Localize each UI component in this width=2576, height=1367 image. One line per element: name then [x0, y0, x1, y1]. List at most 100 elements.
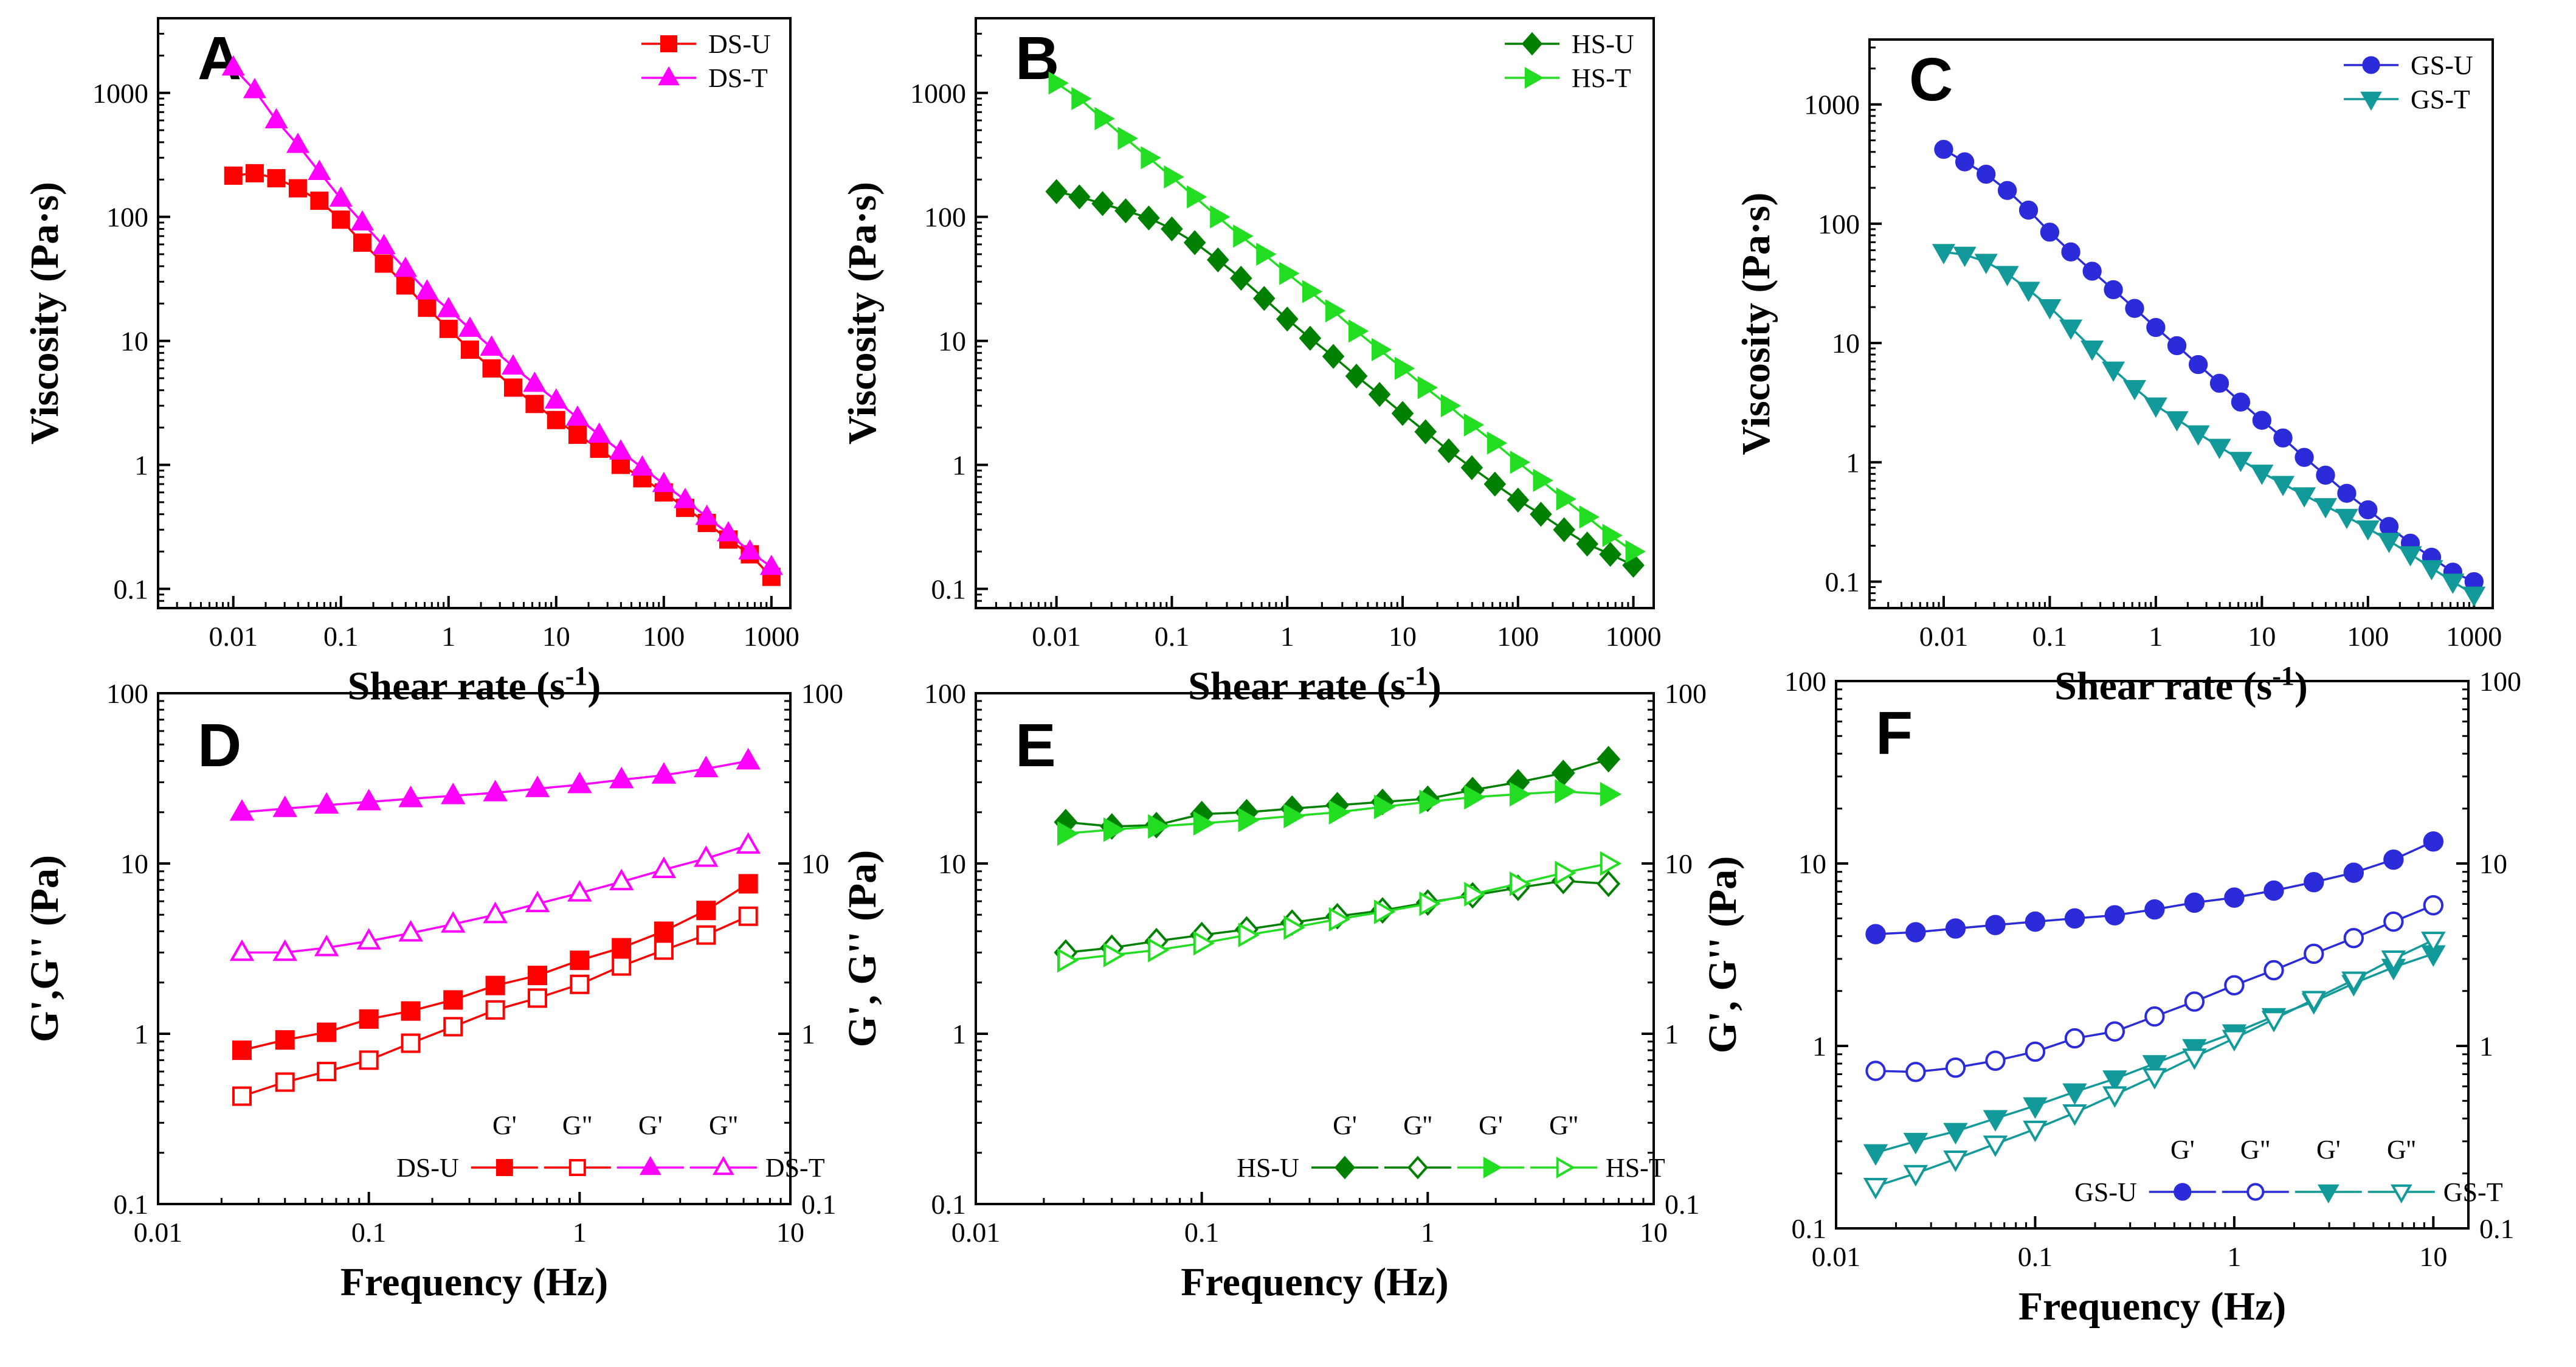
- data-point: [1863, 1177, 1888, 1200]
- x-tick-label: 1: [2227, 1241, 2241, 1272]
- data-point: [2059, 319, 2083, 340]
- data-point: [1905, 922, 1926, 943]
- data-point: [1103, 943, 1125, 967]
- data-point: [229, 799, 255, 821]
- data-point: [310, 192, 329, 210]
- data-point: [1597, 870, 1621, 898]
- data-point: [314, 792, 339, 814]
- y2-tick-label: 1: [2479, 1031, 2493, 1062]
- data-point: [267, 169, 286, 188]
- data-point: [1985, 1050, 2006, 1071]
- y2-tick-label: 1: [1665, 1019, 1679, 1050]
- y-tick-label: 100: [106, 678, 148, 709]
- data-point: [1279, 261, 1300, 285]
- data-point: [525, 395, 544, 414]
- data-point: [2231, 392, 2251, 412]
- plot-frame: [975, 17, 1655, 609]
- y2-tick-label: 1: [801, 1019, 815, 1050]
- x-tick-label: 10: [776, 1217, 804, 1248]
- x-tick-label: 0.01: [209, 621, 258, 652]
- y2-tick-label: 0.1: [801, 1189, 837, 1220]
- data-point: [2252, 410, 2271, 430]
- data-point: [2165, 411, 2189, 432]
- data-point: [2273, 428, 2293, 448]
- data-point: [609, 766, 634, 789]
- data-point: [501, 354, 525, 375]
- legend-entry: HS-U: [1505, 29, 1634, 59]
- data-point: [359, 1050, 379, 1070]
- data-point: [2337, 483, 2357, 503]
- data-point: [2263, 880, 2284, 901]
- data-point: [2316, 465, 2335, 485]
- series-hs-t: [1048, 71, 1646, 564]
- legend-entry: DS-T: [641, 63, 768, 93]
- y-tick-label: 1000: [92, 78, 148, 109]
- plot-frame: [1868, 38, 2494, 609]
- data-point: [2102, 1086, 2127, 1108]
- data-point: [1995, 266, 2019, 286]
- y-tick-label: 100: [1784, 666, 1826, 697]
- data-point: [2301, 991, 2327, 1012]
- data-point: [673, 488, 697, 508]
- data-point: [1553, 517, 1575, 542]
- data-point: [275, 1072, 295, 1092]
- legend-marker: [2246, 1183, 2265, 1201]
- x-axis-title: Shear rate (s-1): [348, 661, 601, 709]
- data-point: [1114, 198, 1137, 224]
- data-point: [1983, 1135, 2008, 1157]
- data-point: [2186, 425, 2210, 446]
- data-point: [2335, 508, 2358, 530]
- legend-modulus-label: G': [638, 1110, 663, 1140]
- legend-marker: [1483, 1157, 1502, 1178]
- data-point: [2146, 317, 2166, 337]
- y-tick-label: 100: [106, 202, 148, 233]
- data-point: [288, 179, 307, 198]
- data-point: [1602, 524, 1623, 547]
- data-point: [544, 388, 568, 409]
- legend-label: GS-T: [2411, 85, 2470, 114]
- legend-right-label: HS-T: [1606, 1153, 1665, 1183]
- legend-marker: [1556, 1157, 1575, 1178]
- data-point: [443, 990, 463, 1010]
- data-point: [1974, 254, 1998, 274]
- data-point: [1509, 781, 1531, 807]
- data-point: [1233, 224, 1254, 248]
- data-point: [2025, 911, 2046, 932]
- data-point: [1299, 325, 1322, 351]
- data-point: [2104, 280, 2123, 300]
- data-point: [2144, 1006, 2165, 1027]
- y-tick-label: 0.1: [1792, 1213, 1827, 1244]
- series-ds-u-g-: [232, 906, 758, 1106]
- data-point: [393, 257, 417, 277]
- data-point: [1600, 851, 1622, 876]
- data-point: [651, 762, 677, 784]
- data-point: [437, 297, 460, 317]
- legend-label: DS-U: [708, 29, 771, 59]
- data-point: [696, 925, 716, 945]
- data-point: [2343, 862, 2364, 883]
- data-point: [1230, 266, 1252, 291]
- y2-tick-label: 100: [1665, 678, 1707, 709]
- data-point: [356, 789, 381, 811]
- data-point: [1238, 922, 1260, 947]
- x-tick-label: 10: [1640, 1217, 1668, 1248]
- legend-modulus-label: G': [2316, 1135, 2341, 1165]
- data-point: [609, 439, 633, 460]
- y-tick-label: 0.1: [114, 1189, 149, 1220]
- data-point: [2040, 223, 2060, 242]
- data-point: [654, 921, 674, 941]
- data-point: [2144, 899, 2165, 920]
- y-tick-label: 10: [120, 326, 148, 357]
- legend-entry: HS-T: [1505, 63, 1631, 93]
- data-point: [2023, 1120, 2048, 1143]
- data-point: [1953, 246, 1977, 268]
- data-point: [2184, 991, 2205, 1012]
- data-point: [359, 1009, 379, 1029]
- data-point: [2383, 911, 2404, 932]
- data-point: [401, 1001, 421, 1021]
- data-point: [1045, 179, 1068, 204]
- data-point: [1507, 487, 1530, 513]
- data-point: [1440, 394, 1462, 418]
- data-point: [1945, 918, 1966, 939]
